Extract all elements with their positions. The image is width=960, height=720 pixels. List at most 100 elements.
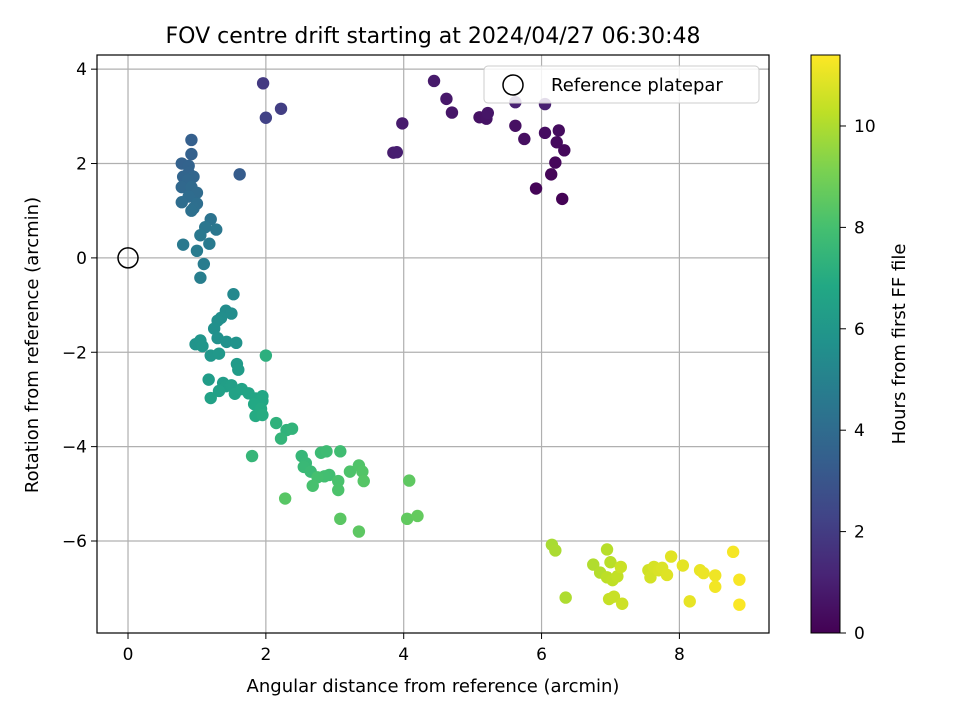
colorbar-tick-label: 6 [854, 320, 865, 340]
data-point [225, 307, 238, 320]
y-axis-label: Rotation from reference (arcmin) [22, 197, 43, 493]
data-point [549, 544, 562, 557]
data-point [615, 597, 629, 610]
data-point [352, 525, 366, 538]
data-point [558, 144, 571, 157]
data-point [611, 570, 624, 583]
chart-title: FOV centre drift starting at 2024/04/27 … [166, 24, 701, 49]
data-point [259, 349, 273, 362]
data-point [332, 483, 345, 497]
y-tick-label: −4 [62, 438, 87, 458]
data-point [256, 408, 269, 422]
data-point [518, 132, 531, 146]
colorbar-tick-label: 10 [854, 117, 876, 137]
data-point [270, 416, 283, 430]
data-point [726, 545, 740, 559]
data-point [196, 339, 209, 353]
data-point [185, 147, 198, 161]
data-point [278, 492, 292, 505]
y-tick-label: 2 [76, 155, 87, 175]
reference-platepar-marker [117, 247, 139, 269]
x-axis-ticks: 0 2 4 6 8 [123, 633, 685, 665]
x-tick-label: 6 [536, 645, 547, 665]
data-point [197, 257, 211, 271]
data-point [529, 182, 543, 195]
data-point [549, 156, 562, 169]
data-point [210, 223, 223, 236]
data-point [683, 595, 696, 608]
data-point [343, 465, 357, 478]
data-point [600, 543, 614, 556]
data-point [403, 474, 416, 487]
data-point [559, 591, 572, 604]
data-point [274, 102, 288, 115]
data-point [607, 590, 621, 603]
data-point [445, 106, 459, 119]
data-point [614, 560, 628, 574]
data-point [733, 573, 746, 586]
colorbar-ticks: 0 2 4 6 8 10 [840, 117, 876, 644]
data-point [604, 556, 617, 569]
data-point [190, 244, 204, 258]
legend: Reference platepar [483, 65, 760, 104]
data-point [356, 465, 369, 478]
data-point [509, 119, 522, 132]
data-point [320, 445, 333, 458]
data-point [390, 145, 404, 159]
y-tick-label: −2 [62, 343, 87, 363]
data-point [204, 391, 217, 405]
data-point [550, 136, 563, 149]
data-point [676, 559, 690, 572]
data-points [175, 74, 746, 611]
data-point [202, 373, 215, 386]
legend-entry-reference: Reference platepar [551, 75, 723, 96]
data-point [175, 180, 188, 194]
data-point [227, 288, 240, 301]
data-point [411, 509, 424, 523]
colorbar-tick-label: 0 [854, 624, 865, 644]
data-point [207, 322, 221, 335]
data-point [400, 512, 414, 526]
grid-lines [97, 55, 769, 633]
x-tick-label: 0 [123, 645, 134, 665]
data-point [176, 238, 190, 251]
data-point [552, 124, 565, 137]
colorbar-label: Hours from first FF file [889, 244, 910, 445]
legend-marker-icon [502, 74, 524, 96]
data-point [332, 474, 345, 488]
data-point [440, 92, 453, 106]
x-tick-label: 8 [674, 645, 685, 665]
data-point [481, 106, 494, 120]
y-axis-ticks: −6 −4 −2 0 2 4 [62, 60, 97, 552]
data-point [185, 204, 198, 217]
data-point [357, 474, 370, 488]
data-point [664, 550, 678, 563]
legend-box [483, 65, 760, 104]
x-tick-label: 2 [260, 645, 271, 665]
colorbar-tick-label: 2 [854, 523, 865, 543]
data-point [545, 168, 558, 181]
data-point [709, 569, 722, 582]
data-point [306, 479, 319, 492]
data-point [256, 77, 270, 90]
data-point [203, 237, 216, 250]
data-point [230, 336, 243, 350]
data-point [285, 422, 299, 435]
x-axis-label: Angular distance from reference (arcmin) [247, 676, 620, 697]
data-point [259, 111, 273, 124]
data-point [709, 580, 722, 593]
data-point [644, 571, 657, 584]
data-point [232, 363, 245, 376]
y-tick-label: 0 [76, 249, 87, 269]
data-point [245, 449, 259, 463]
data-point [175, 196, 188, 209]
data-point [185, 133, 198, 147]
data-point [427, 74, 441, 88]
colorbar-tick-label: 4 [854, 421, 865, 441]
data-point [697, 566, 710, 580]
data-point [334, 512, 347, 526]
data-point [220, 335, 233, 349]
colorbar-tick-label: 8 [854, 218, 865, 238]
data-point [733, 598, 746, 611]
